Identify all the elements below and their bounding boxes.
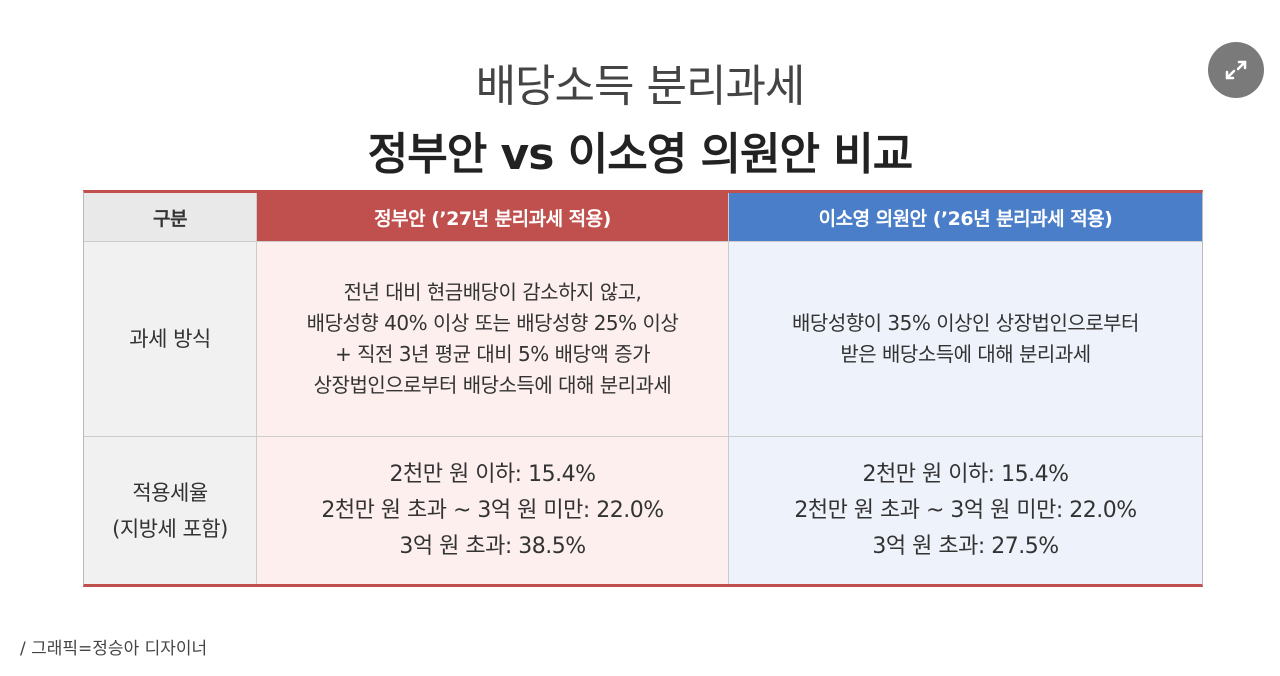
title-line2: 정부안 vs 이소영 의원안 비교 (367, 129, 913, 180)
cell-line: 2천만 원 초과 ~ 3억 원 미만: 22.0% (321, 497, 664, 523)
caption: / 그래픽=정승아 디자이너 (20, 639, 208, 659)
table-cell: 2천만 원 이하: 15.4% 2천만 원 초과 ~ 3억 원 미만: 22.0%… (257, 437, 729, 584)
table-row: 과세 방식 전년 대비 현금배당이 감소하지 않고, 배당성향 40% 이상 또는 … (84, 242, 1202, 437)
cell-line: 상장법인으로부터 배당소득에 대해 분리과세 (313, 373, 672, 397)
expand-icon (1225, 60, 1247, 80)
cell-line: + 직전 3년 평균 대비 5% 배당액 증가 (334, 342, 651, 366)
header-cell: 이소영 의원안 (’26년 분리과세 적용) (729, 193, 1202, 241)
cell-line: 적용세율 (132, 480, 208, 505)
cell-line: 과세 방식 (129, 326, 211, 351)
table-cell: 전년 대비 현금배당이 감소하지 않고, 배당성향 40% 이상 또는 배당성향 … (257, 242, 729, 436)
cell-line: 3억 원 초과: 27.5% (872, 533, 1059, 559)
expand-button[interactable] (1208, 42, 1264, 98)
cell-line: 2천만 원 이하: 15.4% (862, 461, 1069, 487)
cell-line: 받은 배당소득에 대해 분리과세 (840, 342, 1091, 366)
cell-line: 배당성향이 35% 이상인 상장법인으로부터 (792, 311, 1139, 335)
cell-line: (지방세 포함) (112, 516, 228, 541)
comparison-table: 구분 정부안 (’27년 분리과세 적용) 이소영 의원안 (’26년 분리과세 적… (83, 190, 1203, 587)
cell-line: 2천만 원 이하: 15.4% (389, 461, 596, 487)
table-cell: 과세 방식 (84, 242, 257, 436)
cell-line: 2천만 원 초과 ~ 3억 원 미만: 22.0% (794, 497, 1137, 523)
table-row: 적용세율 (지방세 포함) 2천만 원 이하: 15.4% 2천만 원 초과 ~ 3억… (84, 437, 1202, 584)
header-row: 구분 정부안 (’27년 분리과세 적용) 이소영 의원안 (’26년 분리과세 적… (84, 193, 1202, 242)
header-cell: 정부안 (’27년 분리과세 적용) (257, 193, 729, 241)
cell-line: 3억 원 초과: 38.5% (399, 533, 586, 559)
header-cell: 구분 (84, 193, 257, 241)
cell-line: 배당성향 40% 이상 또는 배당성향 25% 이상 (306, 311, 679, 335)
table-cell: 2천만 원 이하: 15.4% 2천만 원 초과 ~ 3억 원 미만: 22.0%… (729, 437, 1202, 584)
cell-line: 전년 대비 현금배당이 감소하지 않고, (343, 280, 642, 304)
table-cell: 적용세율 (지방세 포함) (84, 437, 257, 584)
title-line1: 배당소득 분리과세 (475, 61, 806, 112)
